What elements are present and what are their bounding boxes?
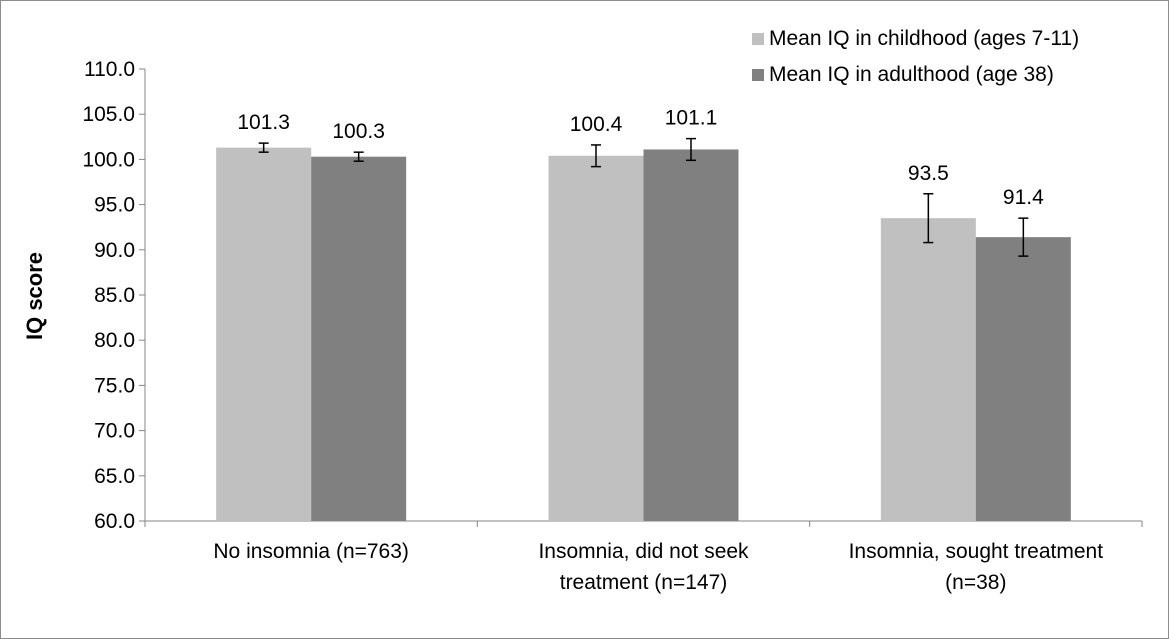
error-bars — [258, 137, 1029, 257]
legend-label-adulthood: Mean IQ in adulthood (age 38) — [769, 63, 1054, 86]
y-tick-label: 85.0 — [94, 284, 135, 307]
data-label: 101.1 — [665, 107, 718, 130]
y-tick-label: 100.0 — [82, 148, 135, 171]
y-tick-label: 80.0 — [94, 329, 135, 352]
x-tick-label: (n=38) — [945, 571, 1006, 594]
x-axis: No insomnia (n=763) Insomnia, did not see… — [144, 520, 1143, 594]
bar — [975, 237, 1071, 522]
legend: Mean IQ in childhood (ages 7-11) Mean IQ… — [752, 27, 1079, 86]
y-tick-label: 90.0 — [94, 239, 135, 262]
x-tick-label: Insomnia, did not seek — [538, 540, 749, 563]
y-axis-label: IQ score — [22, 252, 47, 340]
bar — [880, 218, 976, 521]
bar — [643, 149, 739, 521]
y-tick-label: 60.0 — [94, 510, 135, 533]
y-tick-label: 105.0 — [82, 103, 135, 126]
legend-label-childhood: Mean IQ in childhood (ages 7-11) — [769, 27, 1079, 50]
bar — [216, 147, 312, 521]
bar — [311, 156, 407, 522]
y-tick-label: 95.0 — [94, 194, 135, 217]
bars — [216, 147, 1071, 522]
y-tick-label: 110.0 — [84, 58, 135, 81]
legend-swatch-childhood — [752, 33, 764, 45]
y-axis: 60.0 65.0 70.0 75.0 80.0 85.0 90.0 95.0 100.0 105… — [82, 58, 146, 533]
y-tick-label: 65.0 — [94, 465, 135, 488]
data-label: 100.3 — [332, 120, 385, 143]
data-label: 100.4 — [570, 113, 623, 136]
y-tick-label: 70.0 — [94, 420, 135, 443]
data-label: 101.3 — [237, 111, 290, 134]
data-labels: 101.3 100.4 93.5 100.3 101.1 91.4 — [237, 107, 1044, 210]
y-tick-label: 75.0 — [94, 374, 135, 397]
data-label: 91.4 — [1003, 186, 1044, 209]
legend-swatch-adulthood — [752, 69, 764, 81]
x-tick-label: Insomnia, sought treatment — [849, 540, 1104, 563]
data-label: 93.5 — [908, 162, 949, 185]
x-tick-label: No insomnia (n=763) — [213, 540, 409, 563]
bar — [548, 155, 644, 521]
x-tick-label: treatment (n=147) — [560, 571, 728, 594]
